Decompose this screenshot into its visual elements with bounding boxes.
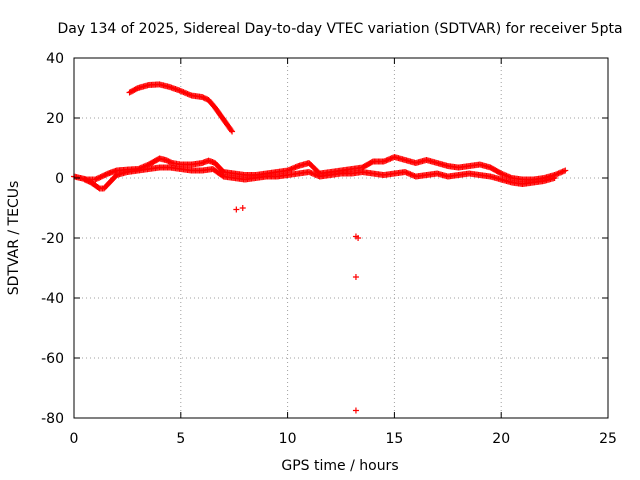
x-axis-label: GPS time / hours bbox=[281, 458, 398, 474]
axis-ticks: 0 5 10 15 20 25 -80 -60 -40 -20 0 20 40 bbox=[41, 51, 617, 447]
y-tick-label: -40 bbox=[41, 291, 64, 307]
data-points bbox=[71, 81, 569, 414]
x-tick-label: 25 bbox=[599, 431, 617, 447]
chart-title: Day 134 of 2025, Sidereal Day-to-day VTE… bbox=[57, 21, 622, 37]
y-tick-label: 20 bbox=[46, 111, 64, 127]
outliers-point bbox=[355, 235, 362, 241]
y-tick-label: 40 bbox=[46, 51, 64, 67]
y-axis-label: SDTVAR / TECUs bbox=[6, 181, 22, 296]
y-tick-label: -80 bbox=[41, 411, 64, 427]
outliers-point bbox=[233, 206, 240, 213]
y-tick-label: -60 bbox=[41, 351, 64, 367]
x-tick-label: 0 bbox=[70, 431, 79, 447]
y-tick-label: 0 bbox=[55, 171, 64, 187]
outliers-point bbox=[352, 407, 359, 414]
high-arc-point bbox=[228, 127, 235, 134]
x-tick-label: 10 bbox=[279, 431, 297, 447]
x-tick-label: 20 bbox=[492, 431, 510, 447]
outliers-point bbox=[239, 205, 246, 211]
outliers-point bbox=[352, 274, 359, 280]
gridlines bbox=[74, 58, 608, 418]
x-tick-label: 15 bbox=[385, 431, 403, 447]
y-tick-label: -20 bbox=[41, 231, 64, 247]
x-tick-label: 5 bbox=[176, 431, 185, 447]
main-band-lower-point bbox=[551, 175, 558, 181]
high-arc-point bbox=[229, 128, 236, 135]
main-band-upper-point bbox=[562, 167, 569, 174]
